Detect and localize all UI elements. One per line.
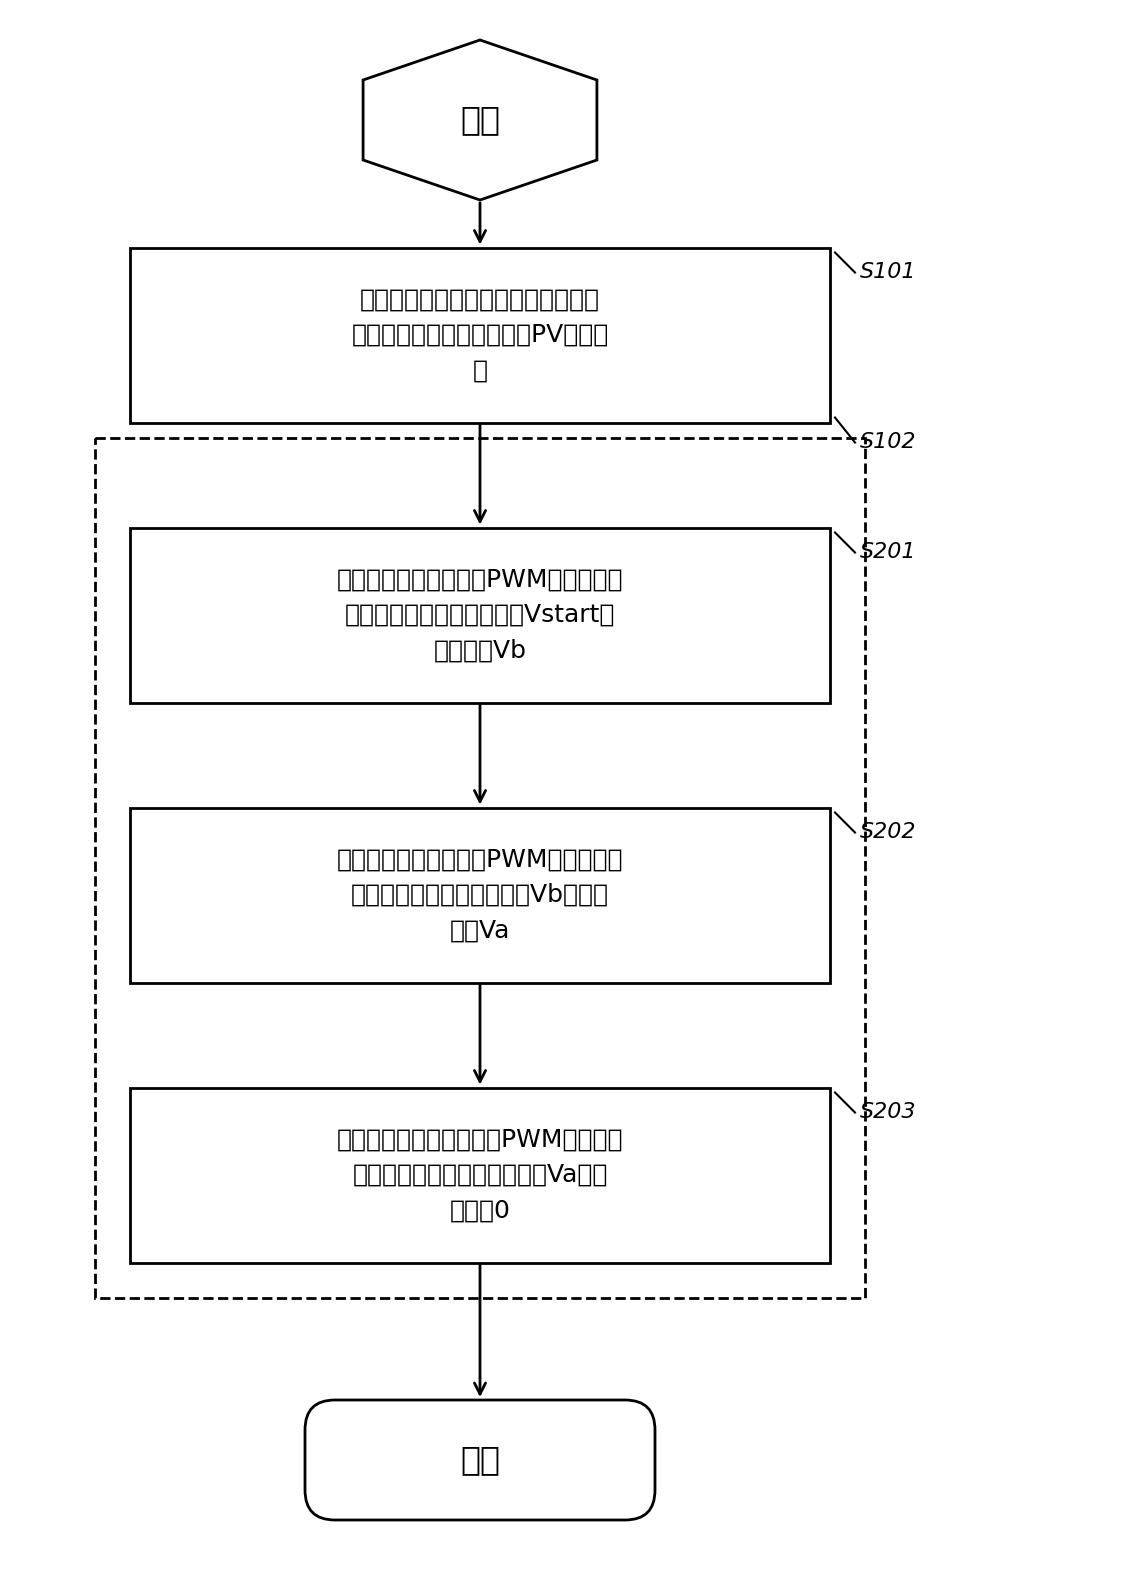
Text: S102: S102 bbox=[860, 433, 916, 452]
Bar bbox=[95, 438, 865, 1298]
Text: S203: S203 bbox=[860, 1103, 916, 1123]
Text: S202: S202 bbox=[860, 823, 916, 843]
Text: 结束: 结束 bbox=[460, 1443, 500, 1476]
Text: 先以第三开关频率下的PWM控制，控制
升压斩波电路的输入电压从Vstart逐
渐变化至Vb: 先以第三开关频率下的PWM控制，控制 升压斩波电路的输入电压从Vstart逐 渐… bbox=[337, 568, 623, 662]
Bar bbox=[130, 1088, 830, 1263]
Text: S101: S101 bbox=[860, 263, 916, 283]
Bar bbox=[130, 528, 830, 703]
Text: 再以第一开关频率下的PWM控制，控制
升压斩波电路的输入电压从Vb逐渐变
化至Va: 再以第一开关频率下的PWM控制，控制 升压斩波电路的输入电压从Vb逐渐变 化至V… bbox=[337, 848, 623, 942]
FancyBboxPatch shape bbox=[305, 1400, 655, 1519]
Text: 最后以第二开关频率下的PWM控制，控
制升压斩波电路的输入电压从Va逐渐
变化至0: 最后以第二开关频率下的PWM控制，控 制升压斩波电路的输入电压从Va逐渐 变化至… bbox=[337, 1128, 623, 1222]
Polygon shape bbox=[363, 40, 597, 200]
Text: 根据预设纹波电流条件，确定电流纹
波大于阈值时所对应的第一PV电压区
间: 根据预设纹波电流条件，确定电流纹 波大于阈值时所对应的第一PV电压区 间 bbox=[351, 288, 609, 382]
Bar bbox=[130, 248, 830, 423]
Text: 开始: 开始 bbox=[460, 103, 500, 137]
Text: S201: S201 bbox=[860, 543, 916, 563]
Bar bbox=[130, 808, 830, 983]
